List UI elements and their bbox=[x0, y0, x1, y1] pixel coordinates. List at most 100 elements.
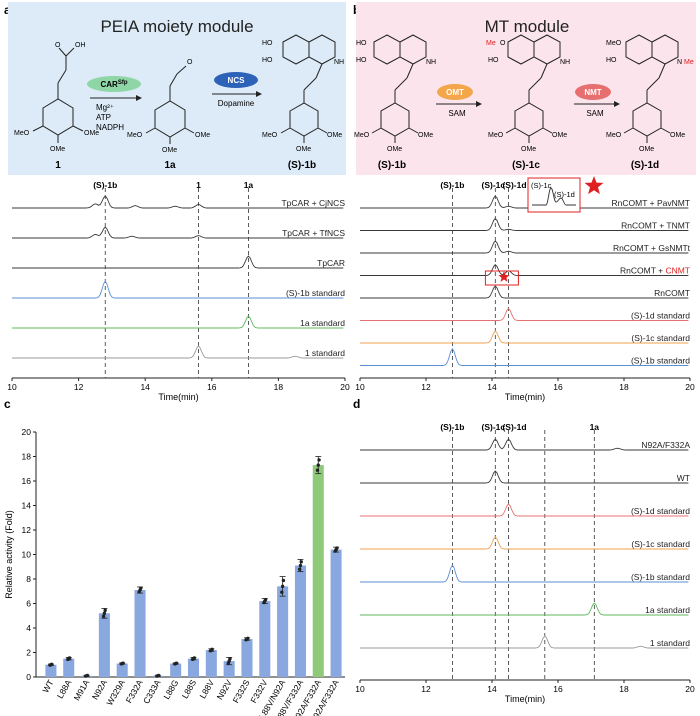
compound-1a-ome: OMe bbox=[195, 132, 210, 139]
y-tick-label: 20 bbox=[22, 427, 32, 437]
trace-label: 1a standard bbox=[645, 605, 690, 615]
peak-marker-label: (S)-1c bbox=[481, 422, 505, 432]
compound-1b-structure-b bbox=[371, 34, 427, 143]
trace-label: (S)-1b standard bbox=[631, 356, 690, 366]
chromatogram-a: TpCAR + CjNCS TpCAR + TfNCS TpCAR (S)-1b st… bbox=[7, 180, 350, 402]
trace-label: RnCOMT + GsNMTt bbox=[613, 243, 691, 253]
compound-1d-meo2: MeO bbox=[606, 132, 622, 139]
x-tick-label: 20 bbox=[340, 382, 350, 392]
data-point bbox=[174, 661, 179, 665]
y-tick-label: 18 bbox=[22, 452, 32, 462]
panel-b-background bbox=[356, 2, 696, 175]
data-point bbox=[101, 614, 106, 618]
chromatogram-trace bbox=[360, 264, 689, 276]
data-point bbox=[298, 563, 303, 568]
compound-1d-ome-para: OMe bbox=[639, 146, 654, 153]
compound-1c-meo-red: Me bbox=[486, 40, 496, 47]
trace-label: RnCOMT + PavNMT bbox=[612, 198, 690, 208]
compound-1-meo: MeO bbox=[14, 130, 30, 137]
x-tick-label: 14 bbox=[487, 382, 497, 392]
compound-1-label: 1 bbox=[55, 160, 61, 171]
compound-1b-b-meo: MeO bbox=[354, 132, 370, 139]
y-tick-label: 16 bbox=[22, 476, 32, 486]
trace-label: (S)-1c standard bbox=[631, 539, 690, 549]
x-tick-label: W329A bbox=[104, 678, 127, 707]
peak-marker-label: (S)-1c bbox=[481, 180, 505, 190]
data-point bbox=[210, 647, 214, 652]
peak-marker-label: (S)-1b bbox=[440, 180, 464, 190]
x-tick-label: 16 bbox=[207, 382, 217, 392]
ncs-arrow-head bbox=[256, 91, 262, 97]
compound-1b-a-ome-para: OMe bbox=[296, 146, 311, 153]
ncs-enzyme-label: NCS bbox=[228, 76, 246, 85]
data-point bbox=[121, 661, 125, 665]
data-point bbox=[192, 656, 196, 660]
data-point bbox=[103, 608, 107, 613]
chromatogram-trace bbox=[360, 470, 689, 484]
compound-1-ome-para: OMe bbox=[50, 146, 65, 153]
panel-a-background bbox=[8, 2, 346, 175]
data-point bbox=[335, 546, 339, 550]
bar bbox=[312, 465, 324, 677]
trace-label: 1 standard bbox=[650, 638, 690, 648]
red-star-large bbox=[584, 176, 604, 195]
trace-label: N92A/F332A bbox=[641, 440, 690, 450]
compound-1-ome: OMe bbox=[84, 130, 99, 137]
trace-label: RnCOMT + CNMT bbox=[620, 266, 690, 276]
data-point bbox=[316, 463, 320, 467]
chromatogram-trace bbox=[360, 330, 689, 344]
data-point bbox=[280, 584, 285, 589]
compound-1b-a-meo: MeO bbox=[262, 132, 278, 139]
data-point bbox=[299, 560, 303, 564]
trace-label: 1a standard bbox=[300, 318, 345, 328]
chromatogram-trace bbox=[12, 315, 344, 329]
compound-1d-n: N bbox=[677, 59, 682, 66]
x-tick-label: L88S bbox=[180, 678, 199, 700]
chromatogram-trace bbox=[360, 438, 689, 451]
bar bbox=[170, 663, 182, 677]
x-tick-label: 12 bbox=[421, 382, 431, 392]
x-tick-label: C333A bbox=[141, 678, 163, 706]
panel-b-title: MT module bbox=[485, 17, 570, 36]
trace-label: WT bbox=[677, 473, 690, 483]
peak-marker-label: (S)-1b bbox=[93, 180, 117, 190]
chromatogram-trace bbox=[360, 635, 689, 649]
compound-1d-ome: OMe bbox=[670, 132, 685, 139]
inset-label-1d: (S)-1d bbox=[554, 190, 575, 199]
chromatogram-trace bbox=[360, 536, 689, 550]
data-point bbox=[281, 578, 286, 583]
trace-label-highlight: CNMT bbox=[665, 266, 690, 276]
compound-1b-structure-a bbox=[280, 34, 336, 143]
peak-marker-label: 1a bbox=[590, 422, 600, 432]
bar bbox=[259, 601, 271, 677]
trace-label: RnCOMT + TNMT bbox=[621, 221, 690, 231]
bar bbox=[294, 565, 306, 677]
data-point bbox=[85, 673, 90, 678]
trace-label: 1 standard bbox=[305, 348, 345, 358]
x-tick-label: 20 bbox=[685, 684, 695, 694]
trace-label: TpCAR + TfNCS bbox=[282, 228, 345, 238]
ncs-reagent: Dopamine bbox=[218, 99, 255, 108]
panel-label-d: d bbox=[353, 397, 360, 411]
panel-label-a: a bbox=[4, 3, 11, 17]
trace-label: (S)-1d standard bbox=[631, 506, 690, 516]
car-condition-mg: Mg²⁺ bbox=[96, 103, 114, 112]
y-tick-label: 10 bbox=[22, 550, 32, 560]
chromatogram-trace bbox=[360, 564, 689, 583]
panel-label-c: c bbox=[4, 397, 11, 411]
x-tick-label: 12 bbox=[74, 382, 84, 392]
bar bbox=[63, 658, 75, 677]
compound-1a-label: 1a bbox=[164, 160, 176, 171]
compound-1b-a-nh: NH bbox=[334, 59, 344, 66]
chromatogram-trace bbox=[360, 347, 689, 366]
x-tick-label: 10 bbox=[7, 382, 17, 392]
compound-1d-nme-red: Me bbox=[684, 59, 694, 66]
data-point bbox=[228, 657, 232, 661]
x-tick-label: 18 bbox=[619, 684, 629, 694]
bar bbox=[45, 664, 57, 677]
inset-trace bbox=[532, 187, 576, 206]
chromatogram-trace bbox=[12, 195, 344, 209]
car-condition-nadph: NADPH bbox=[96, 123, 124, 132]
x-tick-label: 20 bbox=[685, 382, 695, 392]
y-tick-label: 2 bbox=[26, 648, 31, 658]
